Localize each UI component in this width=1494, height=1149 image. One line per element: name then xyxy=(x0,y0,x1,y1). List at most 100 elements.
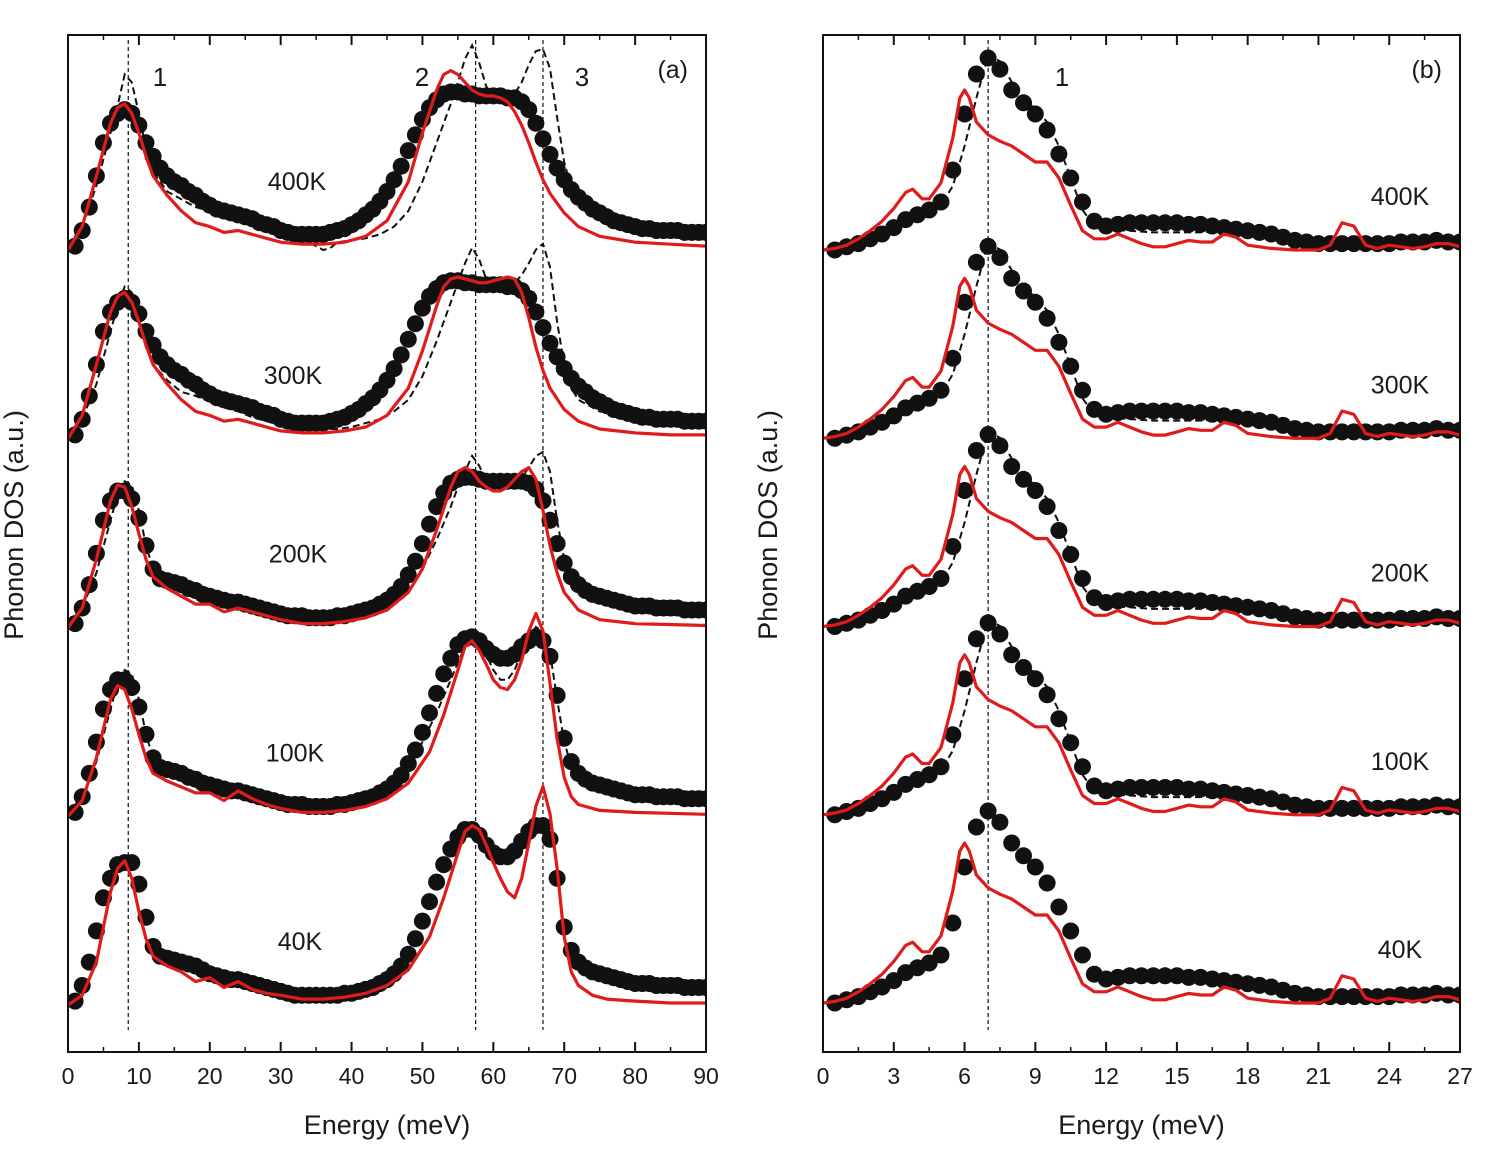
data-point-200K-30 xyxy=(1180,592,1198,610)
temperature-label-400K: 400K xyxy=(1371,183,1430,211)
mode-label-2: 2 xyxy=(415,62,429,92)
temperature-label-40K: 40K xyxy=(278,928,323,956)
data-point-200K-12 xyxy=(967,442,985,459)
x-axis-label: Energy (meV) xyxy=(304,1110,471,1140)
calc-curve-100K xyxy=(68,611,706,818)
temperature-label-100K: 100K xyxy=(266,739,325,767)
data-point-200K-48 xyxy=(406,552,424,570)
data-point-40K-30 xyxy=(1180,968,1198,986)
data-point-40K-26 xyxy=(1133,967,1150,985)
data-point-300K-9 xyxy=(932,381,950,399)
data-point-100K-44 xyxy=(1345,799,1363,817)
data-point-200K-17 xyxy=(1026,482,1044,499)
data-point-300K-46 xyxy=(392,346,410,364)
data-point-100K-49 xyxy=(413,723,431,741)
data-point-300K-89 xyxy=(697,412,706,430)
data-point-100K-18 xyxy=(1038,686,1056,704)
calc-curve-100K xyxy=(823,653,1460,817)
data-point-40K-9 xyxy=(932,946,950,964)
temperature-label-40K: 40K xyxy=(1378,936,1423,964)
data-point-400K-18 xyxy=(1038,121,1056,139)
data-point-100K-89 xyxy=(697,790,706,808)
data-point-100K-47 xyxy=(399,755,417,773)
temperature-label-300K: 300K xyxy=(264,362,323,390)
series-400K xyxy=(823,49,1460,259)
data-point-300K-26 xyxy=(1133,402,1150,420)
temperature-label-300K: 300K xyxy=(1371,371,1430,399)
data-point-400K-44 xyxy=(1345,235,1363,253)
data-point-300K-28 xyxy=(1156,402,1174,420)
data-point-400K-11 xyxy=(956,105,974,123)
x-tick-label: 30 xyxy=(268,1063,294,1089)
data-point-400K-30 xyxy=(1180,215,1198,233)
data-point-40K-44 xyxy=(1345,988,1363,1006)
data-point-40K-27 xyxy=(1144,967,1162,985)
series-100K xyxy=(68,611,706,821)
temperature-label-200K: 200K xyxy=(269,541,328,569)
data-point-40K-67 xyxy=(541,830,559,848)
mode-label-1: 1 xyxy=(153,62,167,92)
data-point-100K-9 xyxy=(130,698,148,716)
data-point-40K-20 xyxy=(1062,922,1080,940)
x-tick-label: 80 xyxy=(622,1063,648,1089)
calc-curve-300K xyxy=(68,275,706,440)
data-point-40K-18 xyxy=(1038,874,1056,892)
y-axis-label: Phonon DOS (a.u.) xyxy=(0,410,29,640)
data-point-200K-16 xyxy=(1015,470,1032,488)
data-point-100K-16 xyxy=(1015,659,1032,676)
data-point-100K-52 xyxy=(435,665,453,683)
data-point-400K-67 xyxy=(541,145,559,163)
data-point-40K-21 xyxy=(1074,946,1091,964)
series-300K xyxy=(68,242,706,444)
data-point-100K-50 xyxy=(421,704,438,722)
data-point-200K-13 xyxy=(979,426,997,443)
data-point-300K-45 xyxy=(385,360,403,378)
data-point-40K-48 xyxy=(406,930,424,948)
data-point-400K-10 xyxy=(944,161,962,179)
data-point-300K-44 xyxy=(1345,423,1363,441)
data-point-100K-21 xyxy=(1074,758,1091,776)
x-tick-label: 0 xyxy=(817,1063,830,1089)
data-point-400K-25 xyxy=(1121,214,1139,232)
data-point-200K-0 xyxy=(68,615,84,633)
series-300K xyxy=(823,237,1460,447)
data-point-200K-19 xyxy=(1050,522,1068,539)
data-point-200K-18 xyxy=(1038,498,1056,515)
x-tick-label: 9 xyxy=(1029,1063,1042,1089)
data-point-100K-48 xyxy=(406,741,424,759)
data-point-40K-51 xyxy=(428,873,446,891)
data-point-100K-26 xyxy=(1133,779,1150,796)
data-point-200K-25 xyxy=(1121,590,1139,608)
data-point-400K-12 xyxy=(967,65,985,83)
data-point-200K-28 xyxy=(1156,590,1174,608)
x-tick-label: 90 xyxy=(693,1063,719,1089)
data-point-400K-89 xyxy=(697,223,706,241)
x-tick-label: 3 xyxy=(887,1063,900,1089)
data-point-40K-43 xyxy=(1333,988,1351,1006)
data-point-40K-14 xyxy=(991,813,1009,831)
x-tick-label: 10 xyxy=(126,1063,152,1089)
data-point-200K-27 xyxy=(1144,590,1162,608)
data-point-40K-49 xyxy=(413,912,431,930)
data-point-40K-11 xyxy=(956,858,974,876)
data-point-100K-20 xyxy=(1062,734,1080,752)
data-point-400K-9 xyxy=(932,193,950,211)
data-point-300K-66 xyxy=(534,319,552,337)
series-100K xyxy=(823,614,1460,824)
data-point-40K-19 xyxy=(1050,898,1068,916)
data-point-100K-25 xyxy=(1121,779,1139,796)
panel-label: (a) xyxy=(657,56,688,84)
data-point-100K-11 xyxy=(956,670,974,688)
data-point-200K-10 xyxy=(944,538,962,555)
data-point-40K-17 xyxy=(1026,858,1044,876)
data-point-300K-14 xyxy=(991,249,1009,266)
data-point-300K-11 xyxy=(956,293,974,311)
data-point-200K-14 xyxy=(991,437,1009,455)
data-point-400K-14 xyxy=(991,60,1009,78)
data-point-100K-51 xyxy=(428,684,446,702)
series-40K xyxy=(823,802,1460,1012)
data-point-100K-15 xyxy=(1003,646,1021,664)
data-point-100K-43 xyxy=(1333,799,1351,817)
calc-curve-200K xyxy=(68,466,706,629)
